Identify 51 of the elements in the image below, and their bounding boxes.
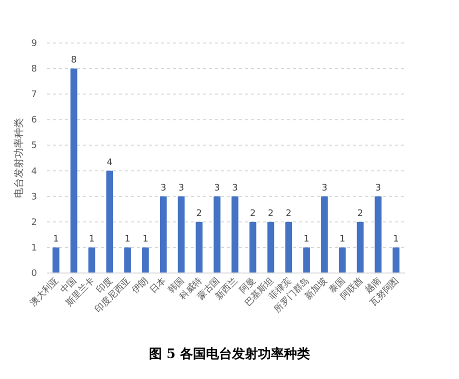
data-label: 1	[88, 234, 95, 244]
y-tick-label: 6	[31, 116, 38, 126]
data-label: 3	[322, 183, 328, 194]
data-label: 1	[304, 234, 310, 244]
data-label: 1	[393, 234, 399, 244]
bar	[321, 196, 328, 273]
bar	[374, 196, 382, 273]
bar	[232, 196, 238, 273]
data-label: 3	[214, 183, 220, 194]
data-label: 2	[357, 208, 364, 219]
y-tick-label: 5	[31, 141, 37, 152]
data-label: 2	[250, 208, 256, 219]
y-tick-label: 7	[31, 90, 37, 100]
data-label: 2	[196, 208, 202, 219]
y-tick-label: 8	[31, 64, 38, 75]
bar	[52, 247, 60, 273]
bar	[106, 170, 114, 273]
data-label: 3	[232, 183, 238, 194]
bar	[214, 196, 220, 273]
bar	[267, 222, 274, 273]
y-tick-label: 1	[31, 243, 37, 254]
bar	[70, 68, 78, 273]
data-label: 1	[124, 234, 130, 244]
bar	[142, 247, 149, 273]
y-tick-label: 2	[31, 218, 37, 228]
bar	[249, 222, 256, 273]
bar	[196, 222, 203, 273]
y-tick-label: 3	[31, 192, 37, 202]
data-label: 3	[178, 183, 184, 194]
bar	[160, 196, 167, 273]
data-label: 1	[53, 234, 59, 244]
y-axis-title: 电台发射功率种类	[13, 118, 25, 198]
data-label: 8	[70, 56, 77, 66]
bar	[303, 247, 310, 273]
data-label: 3	[375, 183, 382, 194]
y-tick-label: 4	[31, 166, 38, 177]
data-label: 2	[268, 208, 274, 219]
bar	[338, 247, 346, 273]
bar	[356, 222, 364, 273]
data-label: 1	[339, 234, 346, 244]
data-label: 4	[106, 158, 113, 168]
data-label: 3	[160, 183, 166, 194]
bar	[285, 222, 292, 273]
data-label: 2	[286, 208, 292, 219]
y-tick-label: 9	[31, 39, 38, 49]
bar	[178, 196, 185, 273]
bar	[88, 247, 96, 273]
text: 图 5 各国电台发射功率种类	[148, 346, 310, 362]
data-label: 1	[142, 234, 148, 244]
bar	[392, 247, 400, 273]
bar	[124, 247, 131, 273]
